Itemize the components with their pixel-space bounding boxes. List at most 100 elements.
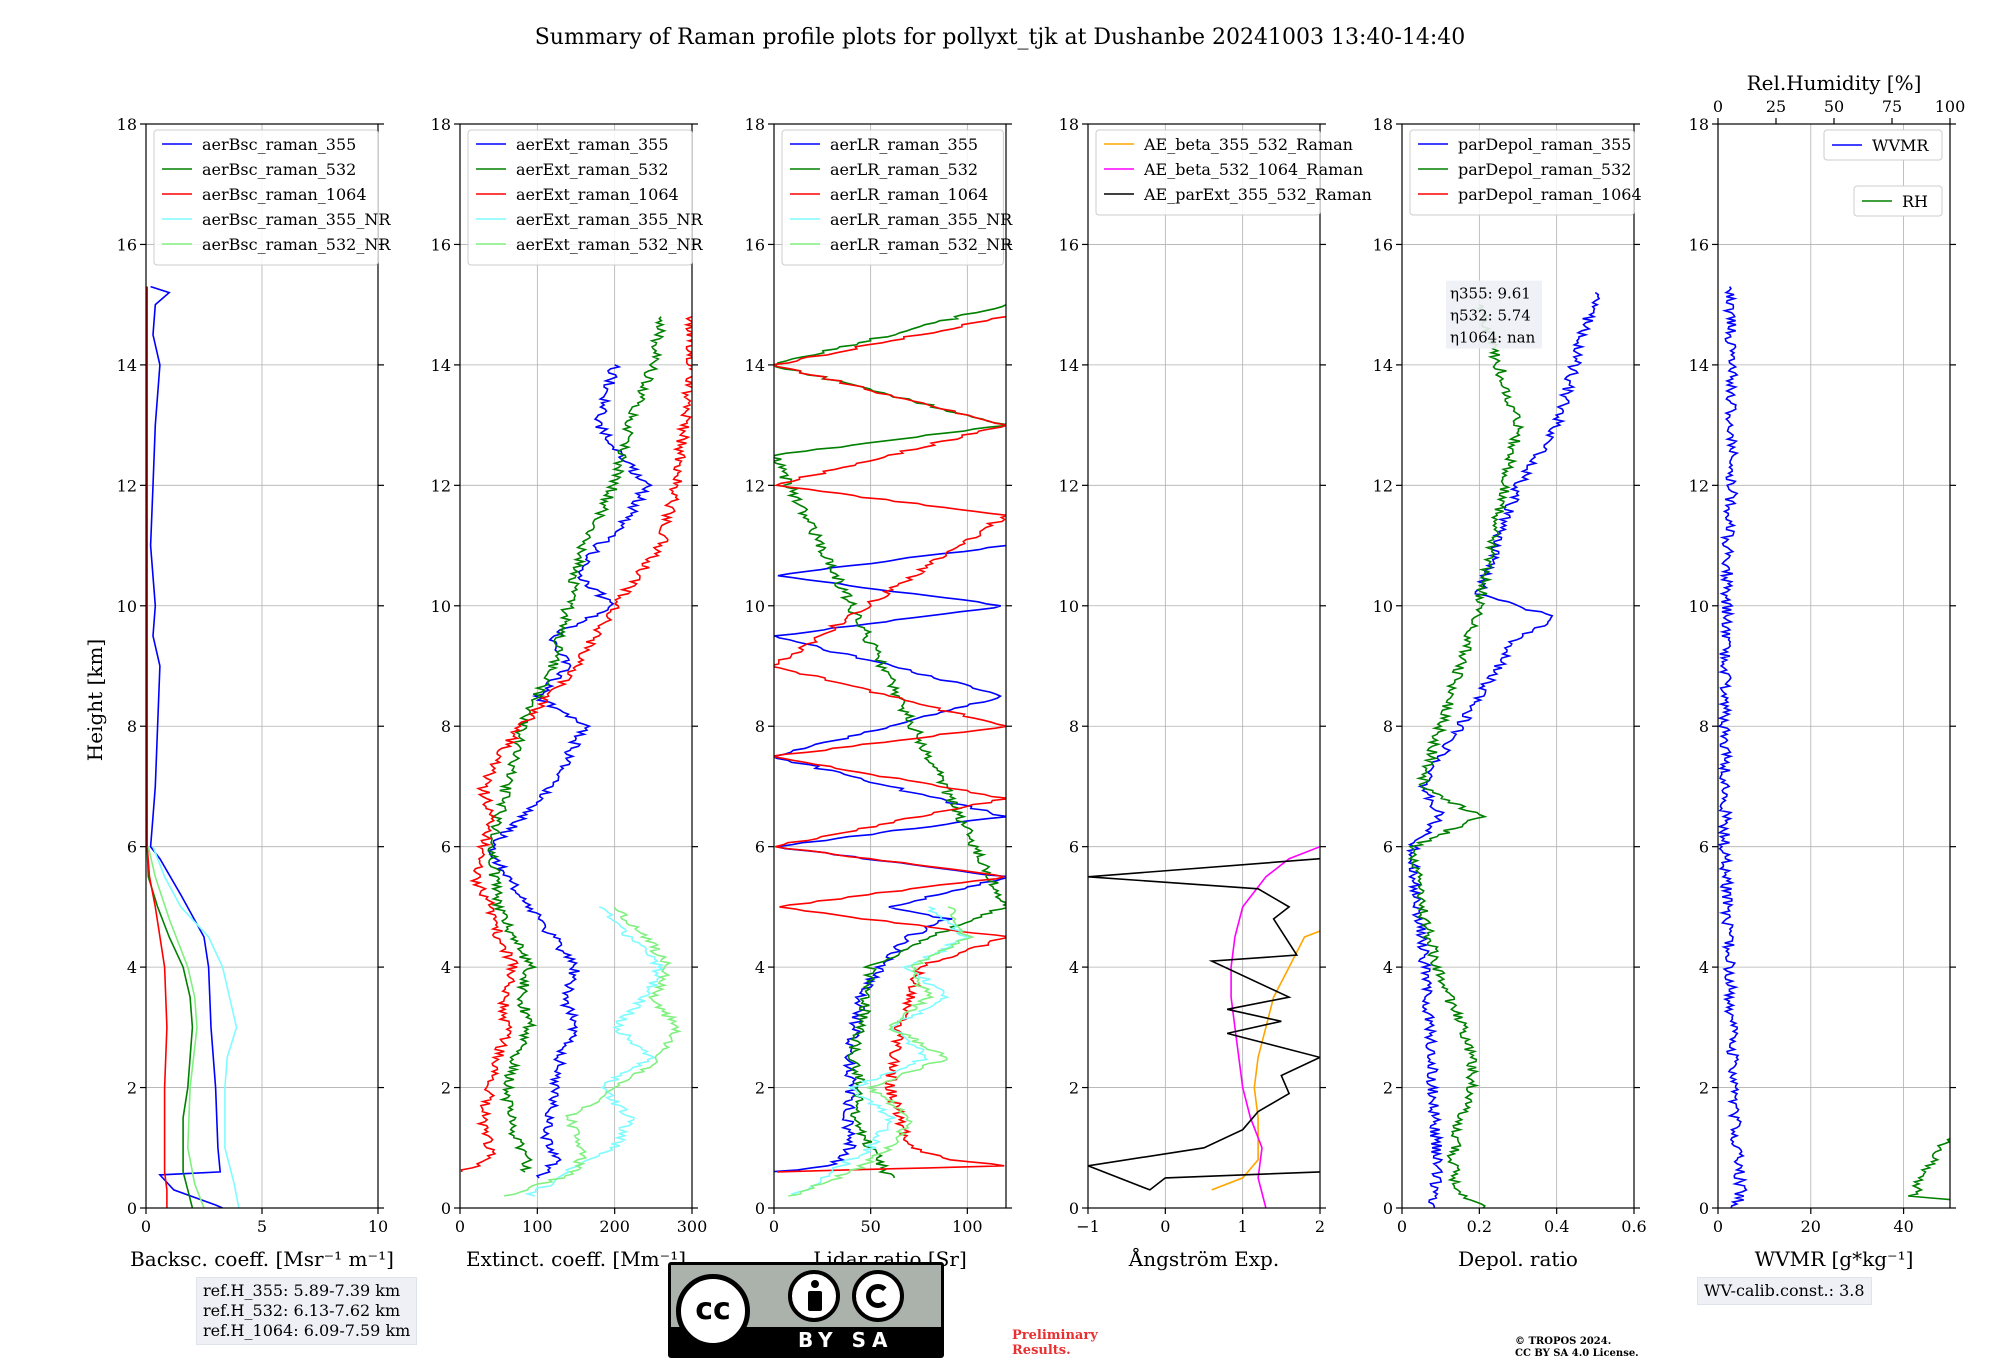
legend-box: [1853, 185, 1943, 217]
legend-label: aerBsc_raman_355: [202, 135, 356, 154]
y-tick-label: 14: [117, 356, 137, 375]
y-tick-label: 14: [431, 356, 451, 375]
x-axis-label: Extinct. coeff. [Mm⁻¹]: [466, 1247, 686, 1271]
legend-label: aerLR_raman_532_NR: [830, 235, 1013, 254]
y-tick-label: 14: [1059, 356, 1079, 375]
y-tick-label: 12: [745, 476, 765, 495]
legend-label: AE_beta_532_1064_Raman: [1143, 160, 1363, 179]
legend-label: aerExt_raman_532: [516, 160, 669, 179]
legend-label: parDepol_raman_355: [1458, 135, 1631, 154]
x-tick-label: 1: [1238, 1217, 1248, 1236]
reference-height-box: ref.H_355: 5.89-7.39 km ref.H_532: 6.13-…: [196, 1277, 418, 1345]
legend-label: aerExt_raman_1064: [516, 185, 679, 204]
x2-tick-label: 50: [1824, 97, 1844, 116]
y-tick-label: 18: [1689, 115, 1709, 134]
series-line-aerExt_raman_355: [487, 364, 654, 1179]
series-line-WVMR: [1718, 286, 1748, 1208]
legend-label: parDepol_raman_532: [1458, 160, 1631, 179]
y-tick-label: 0: [1383, 1199, 1393, 1218]
y-tick-label: 14: [745, 356, 765, 375]
series-line-RH: [1908, 1137, 1950, 1201]
y-tick-label: 16: [117, 235, 137, 254]
wv-calibration-box: WV-calib.const.: 3.8: [1697, 1277, 1872, 1305]
y-tick-label: 4: [755, 958, 765, 977]
legend-label: aerBsc_raman_532: [202, 160, 356, 179]
series-line-aerLR_raman_532: [774, 303, 1006, 1179]
series-line-parDepol_raman_532: [1407, 303, 1525, 1208]
y-tick-label: 14: [1689, 356, 1709, 375]
panel-frame: [1087, 123, 1321, 1209]
y-tick-label: 0: [1699, 1199, 1709, 1218]
series-line-AE_beta_355_532_Raman: [1211, 930, 1320, 1191]
x-tick-label: 10: [368, 1217, 388, 1236]
legend-box: [153, 129, 379, 266]
legend-label: aerExt_raman_532_NR: [516, 235, 704, 254]
y-tick-label: 16: [745, 235, 765, 254]
y-tick-label: 2: [127, 1079, 137, 1098]
y-tick-label: 8: [1069, 717, 1079, 736]
y-tick-label: 2: [1383, 1079, 1393, 1098]
figure-title: Summary of Raman profile plots for polly…: [535, 25, 1466, 50]
y-tick-label: 4: [1069, 958, 1079, 977]
x2-tick-label: 0: [1713, 97, 1723, 116]
attribution-icon: [788, 1270, 840, 1322]
series-line-aerLR_raman_1064: [774, 315, 1006, 1173]
y-tick-label: 2: [755, 1079, 765, 1098]
y-tick-label: 4: [127, 958, 137, 977]
share-alike-icon: [852, 1270, 904, 1322]
x2-tick-label: 100: [1935, 97, 1966, 116]
y-tick-label: 10: [117, 597, 137, 616]
x2-tick-label: 75: [1882, 97, 1902, 116]
x-tick-label: 0.2: [1467, 1217, 1492, 1236]
ref-height-532: ref.H_532: 6.13-7.62 km: [203, 1301, 401, 1320]
legend-label: WVMR: [1872, 136, 1929, 155]
legend-label: aerExt_raman_355: [516, 135, 669, 154]
legend-label: RH: [1902, 192, 1928, 211]
wv-calibration-constant: WV-calib.const.: 3.8: [1704, 1281, 1865, 1300]
y-tick-label: 18: [431, 115, 451, 134]
x-tick-label: 100: [952, 1217, 983, 1236]
x-tick-label: 50: [860, 1217, 880, 1236]
panel-frame: [773, 123, 1007, 1209]
series-line-AE_beta_532_1064_Raman: [1230, 845, 1320, 1208]
x-axis-label: WVMR [g*kg⁻¹]: [1755, 1247, 1914, 1271]
y-tick-label: 18: [1373, 115, 1393, 134]
y-tick-label: 4: [1383, 958, 1393, 977]
legend-label: aerLR_raman_532: [830, 160, 978, 179]
x-tick-label: 0.4: [1544, 1217, 1569, 1236]
series-line-aerLR_raman_532_NR: [788, 906, 975, 1197]
series-line-aerBsc_raman_532: [146, 286, 194, 1208]
legend-label: AE_beta_355_532_Raman: [1143, 135, 1353, 154]
x-axis-label: Ångström Exp.: [1128, 1246, 1279, 1271]
legend-label: parDepol_raman_1064: [1458, 185, 1642, 204]
x-tick-label: 0: [141, 1217, 151, 1236]
y-tick-label: 12: [431, 476, 451, 495]
legend-label: aerLR_raman_355: [830, 135, 978, 154]
series-group: [146, 285, 240, 1208]
legend-label: aerBsc_raman_355_NR: [202, 210, 391, 229]
panel-frame: [1401, 123, 1635, 1209]
y-tick-label: 6: [127, 838, 137, 857]
x-tick-label: 0: [1160, 1217, 1170, 1236]
panel-frame: [459, 123, 693, 1209]
series-line-parDepol_raman_355: [1405, 291, 1601, 1208]
x-tick-label: 200: [599, 1217, 630, 1236]
y-axis-label: Height [km]: [83, 639, 107, 761]
eta-annotation-box: [1446, 280, 1542, 349]
x-tick-label: 0: [769, 1217, 779, 1236]
y-tick-label: 12: [1059, 476, 1079, 495]
series-line-aerBsc_raman_355: [149, 285, 223, 1208]
legend-box: [1095, 129, 1321, 216]
y-tick-label: 16: [1059, 235, 1079, 254]
x-tick-label: 20: [1801, 1217, 1821, 1236]
y-tick-label: 6: [1383, 838, 1393, 857]
y-tick-label: 16: [1689, 235, 1709, 254]
series-line-aerBsc_raman_355_NR: [152, 846, 240, 1208]
x-tick-label: −1: [1076, 1217, 1100, 1236]
legend-box: [781, 129, 1004, 266]
x-tick-label: 300: [677, 1217, 708, 1236]
